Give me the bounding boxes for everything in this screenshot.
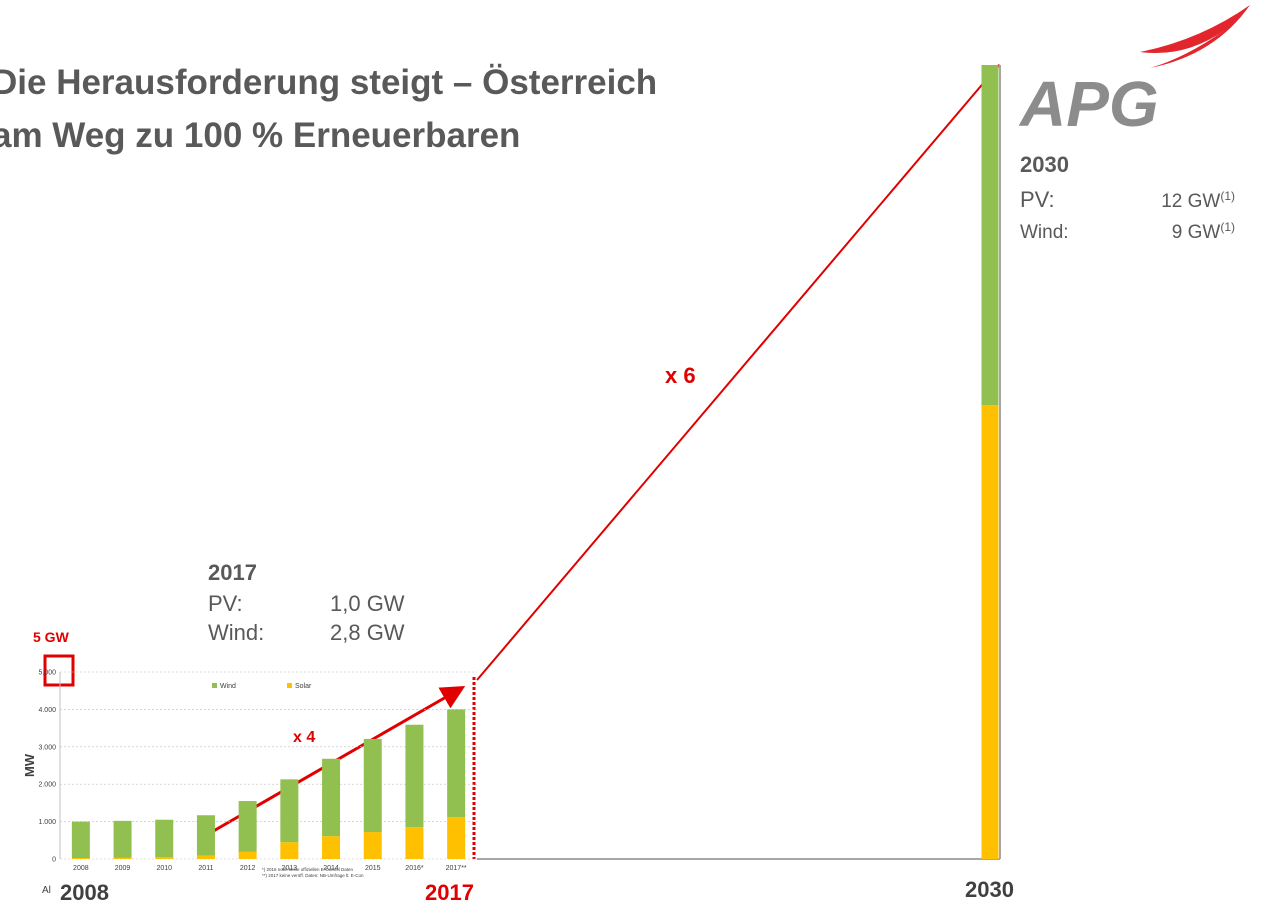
bar-segment bbox=[113, 820, 132, 858]
x-tick-label: 2015 bbox=[365, 865, 381, 872]
growth-label: x 4 bbox=[293, 729, 315, 746]
bar-segment bbox=[71, 858, 90, 859]
x-tick-label: 2012 bbox=[240, 865, 256, 872]
bar-segment bbox=[280, 842, 299, 859]
growth-arrow bbox=[476, 63, 1000, 681]
bar-segment bbox=[238, 851, 257, 859]
x-tick-label: 2010 bbox=[156, 865, 172, 872]
info-label: Wind: bbox=[208, 620, 264, 645]
bar-segment bbox=[981, 405, 999, 859]
growth-label: x 6 bbox=[665, 363, 696, 388]
x-tick-label: 2009 bbox=[115, 865, 131, 872]
info-value: 9 GW bbox=[1172, 222, 1221, 243]
bar-segment bbox=[238, 801, 257, 852]
year-label: 2008 bbox=[60, 880, 109, 905]
legend-label: Wind bbox=[220, 683, 236, 690]
year-label: 2030 bbox=[965, 877, 1014, 902]
x-tick-label: 2011 bbox=[198, 865, 213, 872]
info-value: 1,0 GW bbox=[330, 591, 405, 616]
x-tick-label: 2008 bbox=[73, 865, 89, 872]
x-tick-label: 2016* bbox=[405, 865, 424, 872]
info-value: 2,8 GW bbox=[330, 620, 405, 645]
info-value: 12 GW bbox=[1161, 191, 1220, 212]
title-line: Die Herausforderung steigt – Österreich bbox=[0, 63, 657, 102]
x-tick-label: 2017** bbox=[446, 865, 467, 872]
y-tick-label: 1.000 bbox=[38, 819, 56, 826]
logo-swoosh bbox=[1140, 5, 1250, 68]
info-label: PV: bbox=[1020, 187, 1055, 212]
legend-swatch bbox=[287, 683, 292, 688]
info-value: 9 GW(1) bbox=[1172, 220, 1235, 243]
corner-text: Al bbox=[42, 885, 51, 896]
scale-label: 5 GW bbox=[33, 629, 70, 645]
info-year: 2017 bbox=[208, 560, 257, 585]
info-year: 2030 bbox=[1020, 152, 1069, 177]
year-label: 2017 bbox=[425, 880, 474, 905]
bar-segment bbox=[280, 779, 299, 843]
footnote: *) 2016 noch keine offiziellen E-Control… bbox=[262, 867, 353, 872]
footnote-ref: (1) bbox=[1220, 189, 1235, 203]
bar-segment bbox=[981, 65, 999, 406]
bar-segment bbox=[405, 827, 424, 859]
title-line: am Weg zu 100 % Erneuerbaren bbox=[0, 116, 520, 155]
bar-segment bbox=[447, 709, 466, 818]
info-label: Wind: bbox=[1020, 222, 1069, 243]
y-tick-label: 4.000 bbox=[38, 707, 56, 714]
bar-segment bbox=[322, 758, 341, 837]
x-tick-label: 2013 bbox=[282, 865, 298, 872]
bar-segment bbox=[196, 855, 215, 859]
y-tick-label: 3.000 bbox=[38, 744, 56, 751]
legend-swatch bbox=[212, 683, 217, 688]
logo-text: APG bbox=[1018, 68, 1159, 140]
bar-segment bbox=[113, 857, 132, 859]
y-tick-label: 2.000 bbox=[38, 782, 56, 789]
bar-segment bbox=[155, 857, 174, 859]
x-tick-label: 2014 bbox=[323, 865, 339, 872]
bar-segment bbox=[71, 821, 90, 859]
footnote: **) 2017 keine veröff. Daten: NB-Umfrage… bbox=[262, 873, 364, 878]
bar-segment bbox=[155, 819, 174, 858]
info-value: 12 GW(1) bbox=[1161, 189, 1235, 212]
legend-label: Solar bbox=[295, 683, 312, 690]
bar-segment bbox=[363, 738, 382, 833]
bar-segment bbox=[405, 724, 424, 828]
scale-box bbox=[43, 654, 75, 687]
y-tick-label: 0 bbox=[52, 857, 56, 864]
bar-segment bbox=[322, 836, 341, 859]
info-label: PV: bbox=[208, 591, 243, 616]
y-tick-label: 5.000 bbox=[38, 670, 56, 677]
bar-segment bbox=[363, 832, 382, 859]
bar-segment bbox=[196, 815, 215, 856]
y-axis-label: MW bbox=[22, 753, 37, 777]
bar-segment bbox=[447, 817, 466, 859]
footnote-ref: (1) bbox=[1220, 220, 1235, 234]
